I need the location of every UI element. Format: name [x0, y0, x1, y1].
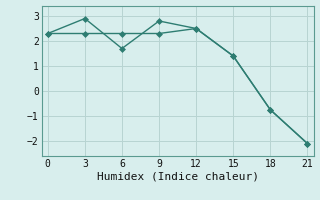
X-axis label: Humidex (Indice chaleur): Humidex (Indice chaleur) — [97, 172, 259, 182]
